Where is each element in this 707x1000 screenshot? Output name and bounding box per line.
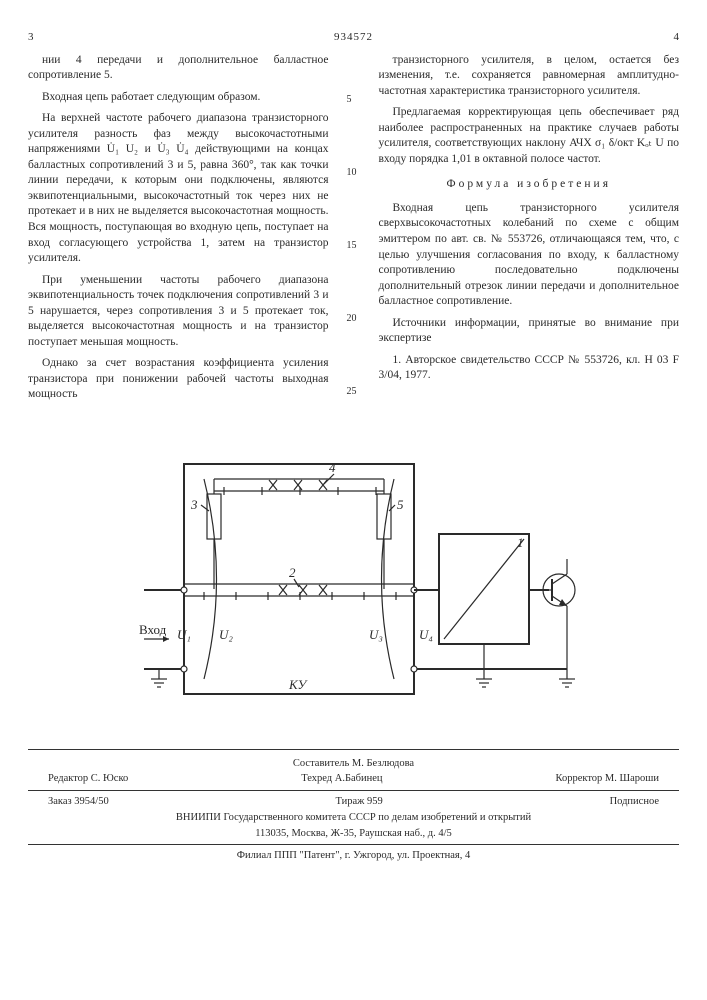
svg-text:4: 4 (329, 460, 336, 475)
formula-title: Формула изобретения (379, 177, 680, 193)
para: Входная цепь транзисторного усилителя св… (379, 201, 680, 310)
para: На верхней частоте рабочего диапазона тр… (28, 111, 329, 266)
footer-editor: Редактор С. Юско (48, 771, 128, 787)
svg-text:3: 3 (190, 497, 198, 512)
svg-text:2: 2 (289, 565, 296, 580)
para: Однако за счет возрастания коэффициента … (28, 356, 329, 403)
circuit-diagram: 3 4 5 2 1 Вход U₁ U₂ U₃ U₄ КУ (129, 439, 579, 729)
left-column: нии 4 передачи и дополнительное балластн… (28, 53, 329, 409)
footer-branch: Филиал ППП "Патент", г. Ужгород, ул. Про… (28, 848, 679, 864)
svg-text:U₄: U₄ (419, 627, 433, 642)
right-column: транзисторного усилителя, в целом, остае… (379, 53, 680, 409)
footer-row: Заказ 3954/50 Тираж 959 Подписное (28, 794, 679, 810)
svg-text:5: 5 (397, 497, 404, 512)
line-num: 20 (347, 312, 361, 326)
page-header: 3 934572 4 (28, 30, 679, 45)
svg-text:1: 1 (517, 535, 524, 550)
footer-order: Заказ 3954/50 (48, 794, 109, 810)
line-num: 5 (347, 93, 361, 107)
para: При уменьшении частоты рабочего диапазон… (28, 273, 329, 351)
text-columns: нии 4 передачи и дополнительное балластн… (28, 53, 679, 409)
para: 1. Авторское свидетельство СССР № 553726… (379, 353, 680, 384)
svg-text:U₂: U₂ (219, 627, 233, 642)
footer-org: ВНИИПИ Государственного комитета СССР по… (28, 810, 679, 826)
line-num: 15 (347, 239, 361, 253)
para: Входная цепь работает следующим образом. (28, 90, 329, 106)
footer: Составитель М. Безлюдова Редактор С. Юск… (28, 749, 679, 865)
para: нии 4 передачи и дополнительное балластн… (28, 53, 329, 84)
footer-tech: Техред А.Бабинец (301, 771, 382, 787)
para: транзисторного усилителя, в целом, остае… (379, 53, 680, 100)
line-numbers: 5 10 15 20 25 (347, 53, 361, 409)
para: Предлагаемая корректирующая цепь обеспеч… (379, 105, 680, 167)
svg-text:Вход: Вход (139, 622, 167, 637)
line-num: 25 (347, 385, 361, 399)
svg-text:U₁: U₁ (177, 627, 191, 642)
footer-tirazh: Тираж 959 (335, 794, 382, 810)
footer-row: Редактор С. Юско Техред А.Бабинец Коррек… (28, 771, 679, 787)
footer-composer: Составитель М. Безлюдова (28, 756, 679, 772)
footer-sub: Подписное (610, 794, 659, 810)
patent-number: 934572 (34, 30, 674, 45)
svg-text:КУ: КУ (288, 677, 308, 692)
svg-text:U₃: U₃ (369, 627, 383, 642)
para: Источники информации, принятые во вниман… (379, 316, 680, 347)
footer-addr: 113035, Москва, Ж-35, Раушская наб., д. … (28, 826, 679, 842)
page-right: 4 (674, 30, 680, 45)
footer-corrector: Корректор М. Шароши (556, 771, 659, 787)
line-num: 10 (347, 166, 361, 180)
